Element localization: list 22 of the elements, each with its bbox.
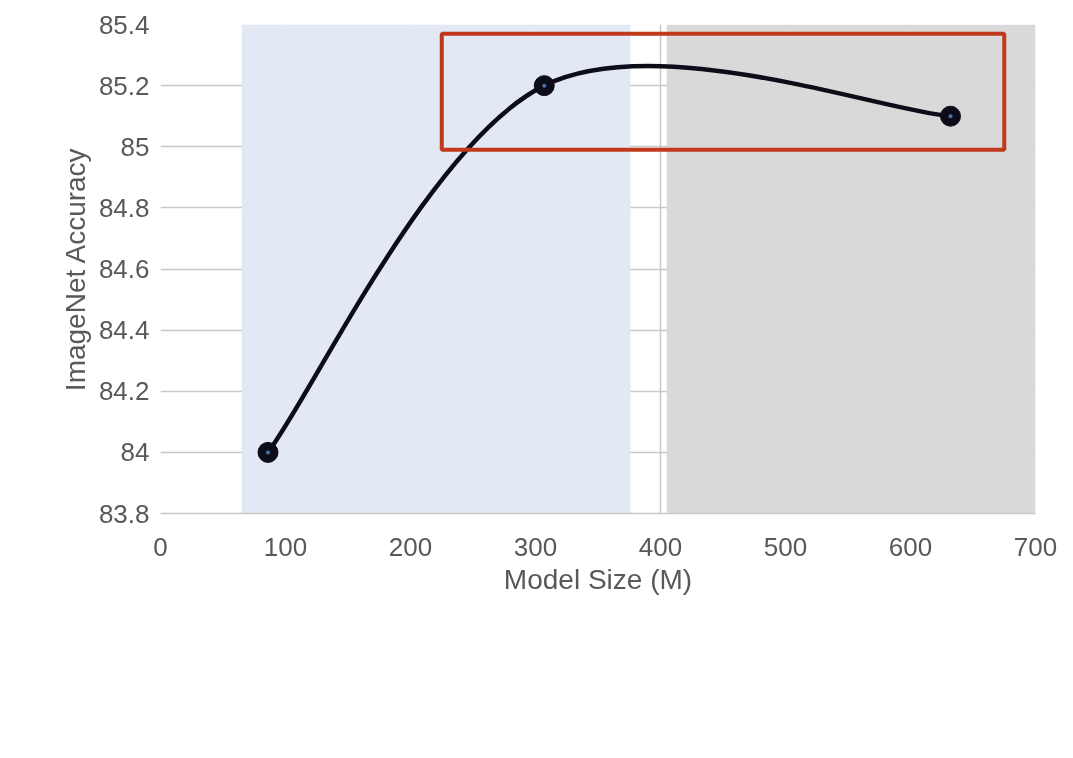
y-tick-label: 84.2 <box>98 376 150 407</box>
x-tick-label: 0 <box>153 531 168 562</box>
y-tick-label: 84.4 <box>98 315 150 346</box>
x-axis-title: Model Size (M) <box>503 563 693 595</box>
point <box>940 105 961 127</box>
y-tick-label: 83.8 <box>98 498 150 529</box>
x-tick-label: 300 <box>513 531 558 562</box>
y-tick-label: 85.4 <box>98 9 150 40</box>
x-tick-label: 200 <box>388 531 433 562</box>
point <box>533 75 555 97</box>
x-tick-label: 100 <box>263 531 308 562</box>
y-tick-label: 84.6 <box>98 254 150 284</box>
x-tick-label: 400 <box>638 531 683 562</box>
point <box>257 441 279 463</box>
y-axis-title: ImageNet Accuracy <box>59 148 91 392</box>
y-tick-label: 85.2 <box>98 70 150 101</box>
x-tick-label: 600 <box>888 531 933 562</box>
x-tick-label: 700 <box>1013 531 1058 562</box>
y-tick-label: 84 <box>120 437 150 468</box>
y-tick-label: 85 <box>120 131 150 162</box>
y-tick-label: 84.8 <box>98 192 150 223</box>
x-tick-label: 500 <box>763 531 808 562</box>
